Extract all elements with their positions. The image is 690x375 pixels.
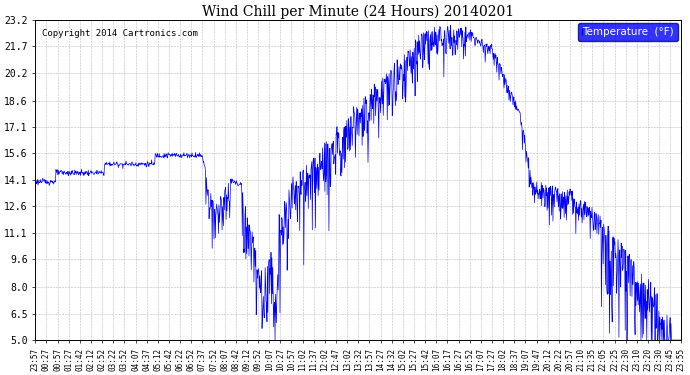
Title: Wind Chill per Minute (24 Hours) 20140201: Wind Chill per Minute (24 Hours) 2014020… bbox=[202, 4, 514, 18]
Text: Copyright 2014 Cartronics.com: Copyright 2014 Cartronics.com bbox=[42, 29, 197, 38]
Legend: Temperature  (°F): Temperature (°F) bbox=[578, 23, 678, 41]
